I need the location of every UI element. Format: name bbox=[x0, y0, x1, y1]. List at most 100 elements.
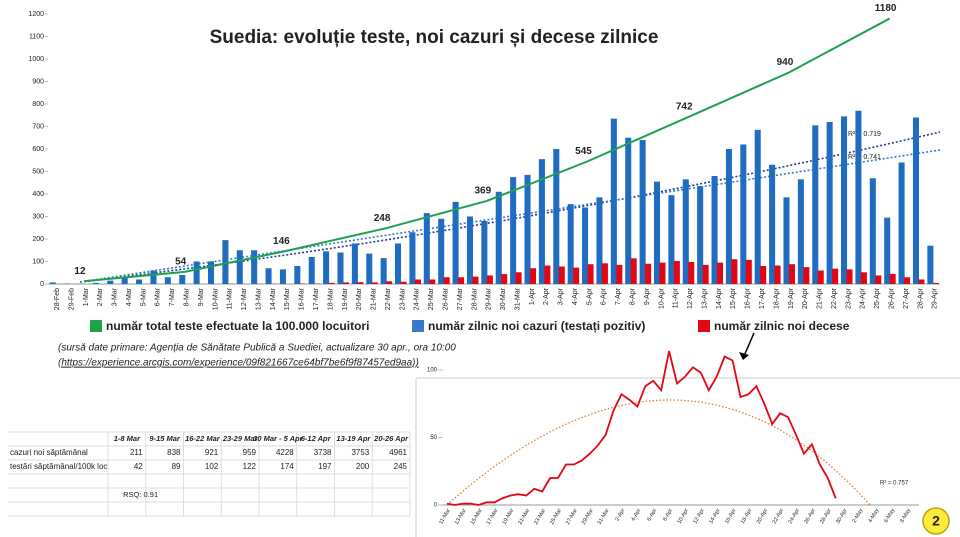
x-tick-label: 3-Mar bbox=[112, 287, 119, 306]
x-tick-label: 8-Mar bbox=[184, 287, 191, 306]
bar bbox=[414, 279, 421, 284]
bar bbox=[558, 266, 565, 284]
bar bbox=[371, 282, 378, 284]
bar bbox=[841, 116, 848, 284]
bar bbox=[927, 245, 934, 284]
table-cell: 102 bbox=[205, 462, 219, 471]
table-cell: 89 bbox=[172, 462, 181, 471]
bar bbox=[342, 282, 349, 284]
bar bbox=[740, 144, 747, 284]
x-tick-label: 11-Apr bbox=[673, 287, 680, 308]
x-tick-label: 2-Apr bbox=[543, 287, 550, 305]
bar bbox=[682, 179, 689, 284]
y-tick-label: 400 bbox=[32, 191, 44, 198]
bar bbox=[366, 253, 373, 284]
bar bbox=[869, 178, 876, 284]
annotation: R² = 0.741 bbox=[848, 154, 881, 161]
table-cell: 959 bbox=[243, 448, 257, 457]
table-cell: 3753 bbox=[351, 448, 369, 457]
x-tick-label: 16-Apr bbox=[745, 287, 752, 309]
x-tick-label: 20-Mar bbox=[356, 287, 363, 310]
bar bbox=[616, 264, 623, 284]
bar bbox=[688, 261, 695, 284]
x-tick-label: 13-Apr bbox=[701, 287, 708, 309]
bar bbox=[610, 118, 617, 284]
bar bbox=[855, 110, 862, 284]
y-tick-label: 50 bbox=[430, 435, 437, 441]
bar bbox=[673, 261, 680, 284]
table-header: 20-26 Apr bbox=[373, 434, 409, 443]
y-tick-label: 0 bbox=[434, 503, 438, 509]
bar bbox=[898, 162, 905, 284]
bar bbox=[121, 277, 128, 284]
table-header: 23-29 Mar bbox=[222, 434, 259, 443]
bar bbox=[337, 252, 344, 284]
bar bbox=[236, 250, 243, 284]
line bbox=[83, 17, 891, 283]
bar bbox=[351, 243, 358, 284]
bar bbox=[731, 259, 738, 284]
table-cell: 122 bbox=[243, 462, 257, 471]
x-tick-label: 4-Apr bbox=[572, 287, 579, 305]
bar bbox=[222, 240, 229, 284]
x-tick-label: 19-Apr bbox=[788, 287, 795, 309]
y-tick-label: 800 bbox=[32, 101, 44, 108]
bar bbox=[510, 177, 517, 284]
bar bbox=[702, 264, 709, 284]
table-cell: 4228 bbox=[276, 448, 294, 457]
legend-swatch bbox=[412, 320, 424, 332]
bar bbox=[207, 261, 215, 284]
legend-swatch bbox=[698, 320, 710, 332]
x-tick-label: 22-Apr bbox=[831, 287, 838, 309]
bar bbox=[889, 273, 896, 284]
table-cell: 838 bbox=[167, 448, 181, 457]
bar bbox=[918, 279, 925, 284]
bar bbox=[472, 276, 479, 284]
bar bbox=[875, 275, 882, 284]
x-tick-label: 14-Mar bbox=[270, 287, 277, 310]
bar bbox=[582, 207, 589, 284]
bar bbox=[538, 159, 545, 284]
bar bbox=[553, 149, 560, 284]
y-tick-label: 700 bbox=[32, 123, 44, 130]
table-cell: 200 bbox=[356, 462, 370, 471]
x-tick-label: 12-Mar bbox=[241, 287, 248, 310]
bar bbox=[717, 262, 724, 284]
bar bbox=[481, 221, 488, 284]
y-tick-label: 300 bbox=[32, 213, 44, 220]
x-tick-label: 15-Apr bbox=[730, 287, 737, 309]
table-row-label: cazuri noi săptămânal bbox=[10, 448, 88, 457]
bar bbox=[544, 265, 551, 284]
x-tick-label: 8-Apr bbox=[630, 287, 637, 305]
bar bbox=[443, 277, 450, 284]
annotation: R² = 0.719 bbox=[848, 131, 881, 138]
table-header: 13-19 Apr bbox=[336, 434, 371, 443]
x-tick-label: 14-Apr bbox=[716, 287, 723, 309]
data-label: 12 bbox=[74, 266, 86, 277]
source-link: (https://experience.arcgis.com/experienc… bbox=[58, 358, 419, 369]
bar bbox=[357, 282, 364, 284]
x-tick-label: 2-Mar bbox=[97, 287, 104, 306]
x-tick-label: 7-Mar bbox=[169, 287, 176, 306]
y-tick-label: 1000 bbox=[28, 56, 44, 63]
x-tick-label: 6-Mar bbox=[155, 287, 162, 306]
bar bbox=[150, 270, 157, 284]
bar bbox=[386, 281, 393, 284]
x-tick-label: 18-Apr bbox=[773, 287, 780, 309]
x-tick-label: 3-Apr bbox=[558, 287, 565, 305]
legend-label: număr zilnic noi cazuri (testați pozitiv… bbox=[428, 319, 645, 333]
x-tick-label: 29-Apr bbox=[932, 287, 939, 309]
x-tick-label: 11-Mar bbox=[227, 287, 234, 309]
source-text: (sursă date primare: Agenția de Sănătate… bbox=[58, 343, 456, 354]
legend-label: număr zilnic noi decese bbox=[714, 319, 850, 333]
x-tick-label: 9-Mar bbox=[198, 287, 205, 306]
table-cell: 245 bbox=[394, 462, 408, 471]
bar bbox=[760, 266, 767, 284]
table-note: RSQ: 0.91 bbox=[123, 490, 158, 499]
table-header: 9-15 Mar bbox=[149, 434, 181, 443]
bar bbox=[587, 264, 594, 284]
bar bbox=[812, 125, 819, 284]
bar bbox=[573, 267, 580, 284]
